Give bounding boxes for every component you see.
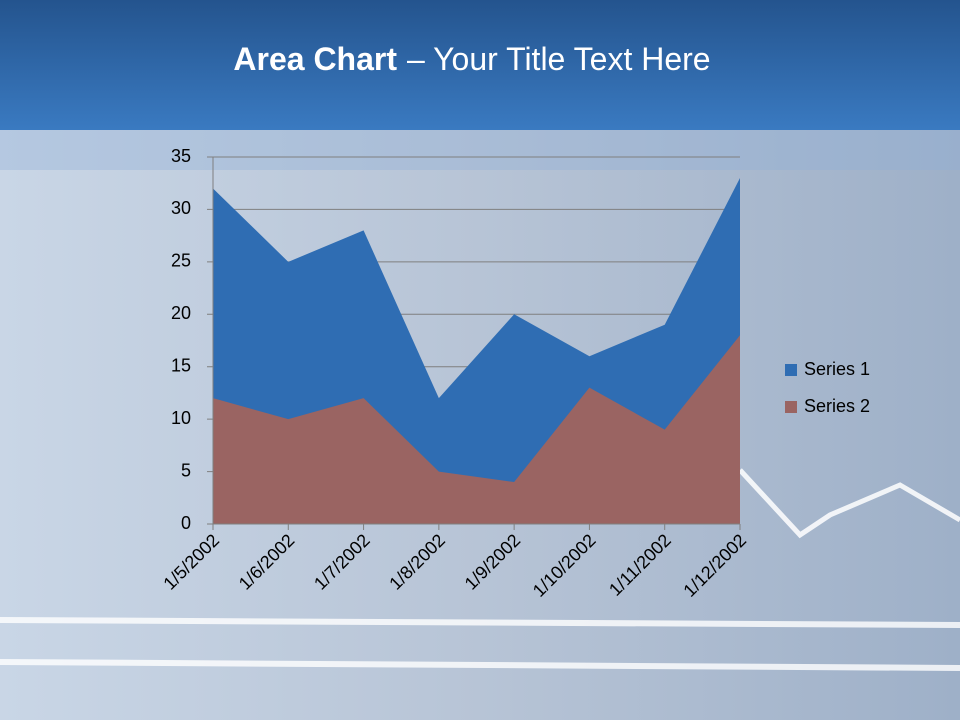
title-bold: Area Chart	[233, 41, 397, 77]
legend-label: Series 2	[804, 396, 870, 416]
slide-title: Area Chart – Your Title Text Here	[233, 41, 710, 77]
y-tick-label: 25	[171, 251, 191, 271]
header-band	[0, 0, 960, 130]
y-tick-label: 15	[171, 355, 191, 375]
area	[213, 335, 740, 524]
legend-label: Series 1	[804, 359, 870, 379]
header-fade	[0, 130, 960, 170]
y-tick-label: 35	[171, 146, 191, 166]
title-rest: – Your Title Text Here	[407, 41, 711, 77]
legend-swatch	[785, 401, 797, 413]
y-tick-label: 0	[181, 513, 191, 533]
y-tick-label: 5	[181, 460, 191, 480]
y-tick-label: 10	[171, 408, 191, 428]
decor-lines	[0, 617, 960, 671]
y-tick-label: 20	[171, 303, 191, 323]
legend-swatch	[785, 364, 797, 376]
y-tick-label: 30	[171, 198, 191, 218]
decor-line	[738, 468, 960, 539]
